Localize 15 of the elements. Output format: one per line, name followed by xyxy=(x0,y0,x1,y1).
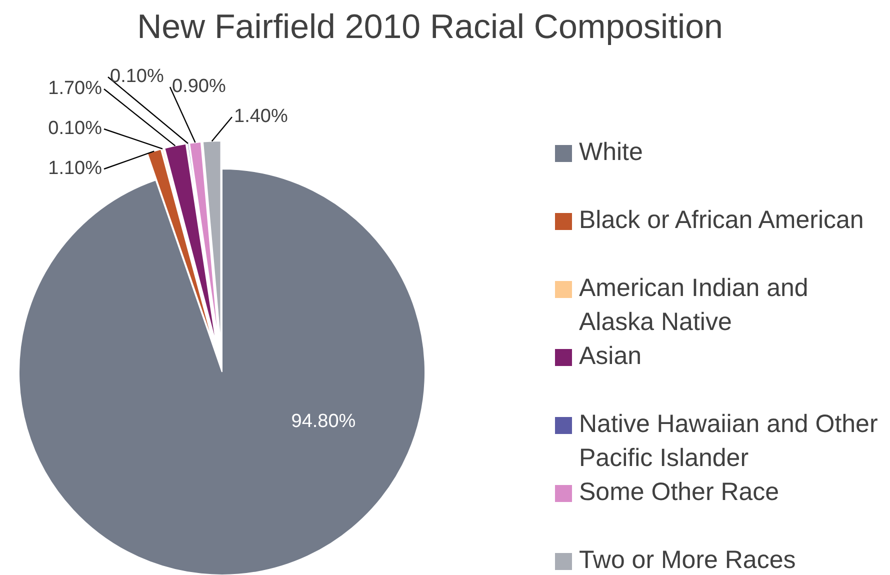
data-label: 0.90% xyxy=(172,76,226,98)
legend-label: Asian xyxy=(579,342,642,370)
data-label: 0.10% xyxy=(48,118,102,140)
chart-title: New Fairfield 2010 Racial Composition xyxy=(137,8,723,46)
legend-label: American Indian and Alaska Native xyxy=(579,274,808,336)
data-label: 1.40% xyxy=(234,106,288,128)
data-label: 1.10% xyxy=(48,158,102,180)
legend-label: Native Hawaiian and Other Pacific Islander xyxy=(579,410,878,472)
legend-label: Black or African American xyxy=(579,206,864,234)
data-label: 94.80% xyxy=(291,411,356,432)
data-label: 0.10% xyxy=(110,66,164,88)
legend-label: Some Other Race xyxy=(579,478,780,506)
legend-label: Two or More Races xyxy=(579,546,796,574)
legend-label: White xyxy=(579,138,643,166)
data-label: 1.70% xyxy=(48,78,102,100)
